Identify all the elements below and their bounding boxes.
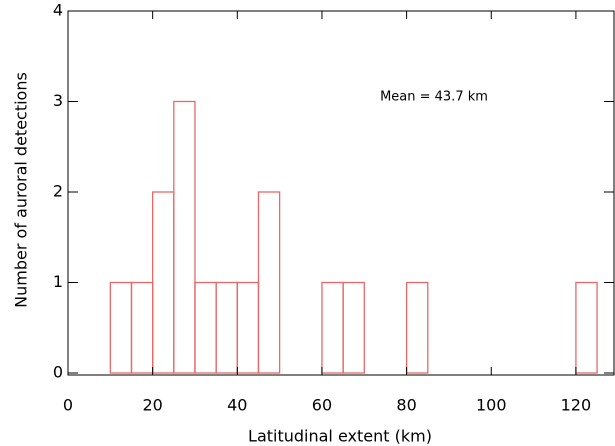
y-tick-label: 1 — [53, 272, 63, 291]
x-tick-label: 60 — [312, 396, 332, 415]
bar — [130, 281, 154, 374]
bar — [152, 191, 175, 374]
bar — [194, 281, 217, 374]
y-tick-label: 3 — [53, 91, 63, 110]
y-axis-label: Number of auroral detections — [12, 72, 31, 308]
x-tick-label: 100 — [476, 396, 507, 415]
bar — [173, 100, 196, 374]
x-tick-label: 0 — [63, 396, 73, 415]
bar — [321, 281, 344, 374]
y-tick-label: 2 — [53, 182, 63, 201]
x-tick-label: 20 — [142, 396, 162, 415]
y-tick-label: 4 — [53, 1, 63, 20]
bar — [575, 281, 598, 374]
x-tick-label: 120 — [561, 396, 592, 415]
x-tick-label: 80 — [396, 396, 416, 415]
bar — [405, 281, 429, 374]
bars — [109, 100, 598, 374]
annotation: Mean = 43.7 km — [380, 90, 488, 105]
plot-frame — [67, 10, 615, 376]
bar — [257, 191, 281, 374]
y-tick-label: 0 — [53, 363, 63, 382]
x-tick-label: 40 — [227, 396, 247, 415]
bar — [236, 281, 260, 374]
x-axis-label: Latitudinal extent (km) — [248, 427, 432, 446]
bar — [109, 281, 133, 374]
bar — [342, 281, 365, 374]
bar — [215, 281, 238, 374]
